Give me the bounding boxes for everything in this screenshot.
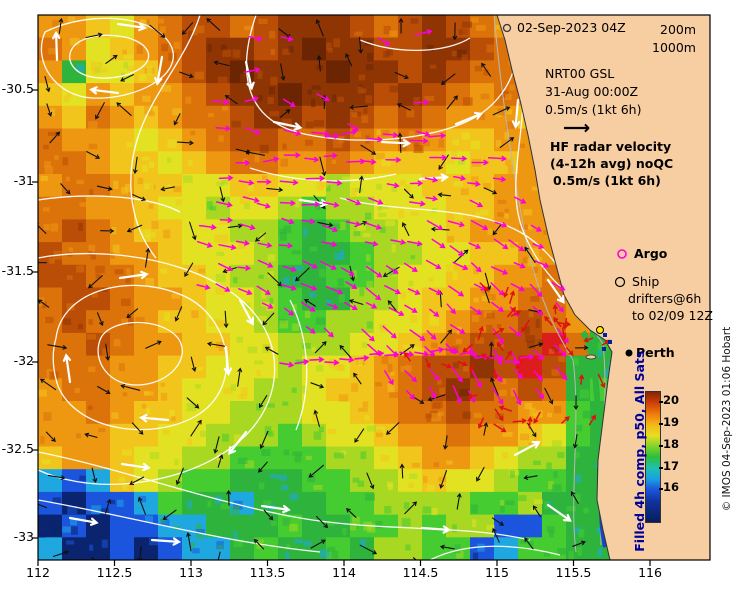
gsl-legend-name: NRT00 GSL [545,66,615,81]
ship-legend-icon [614,276,626,288]
observation-markers [502,23,633,357]
plot-content [38,15,710,560]
colorbar-tick-mark [659,445,663,447]
x-axis-tick-label: 115 [485,565,509,580]
argo-date-circle-icon [502,23,512,33]
x-axis-tick-label: 114.5 [402,565,439,580]
drifters-legend-line2: to 02/09 12Z [632,308,713,323]
drifter-arrows [404,282,611,433]
y-axis-tick-label: -33 [13,529,34,544]
plot-frame [37,14,711,561]
x-axis-tick-label: 114 [332,565,356,580]
x-axis-tick-label: 112 [26,565,50,580]
y-axis-tick-label: -32.5 [1,441,34,456]
isobath-200m-label: 200m [660,22,697,37]
hf-legend-name: HF radar velocity [550,139,672,154]
x-axis-tick-label: 116 [638,565,662,580]
perth-city-dot-icon [625,349,633,357]
mooring-marker [608,340,612,344]
y-axis-tick-label: -31.5 [1,263,34,278]
colorbar-tick-label: 18 [663,437,680,451]
rottnest-island [585,354,597,360]
colorbar-tick-mark [659,423,663,425]
x-axis-tick-label: 112.5 [96,565,133,580]
hf-legend-scale: 0.5m/s (1kt 6h) [553,173,661,188]
x-axis-tick-label: 113.5 [249,565,286,580]
colorbar-axis-label: Filled 4h comp, p50, All Sats [631,350,647,552]
perth-city-label: Perth [636,345,675,360]
colorbar-tick-label: 17 [663,459,680,473]
gsl-legend-scale: 0.5m/s (1kt 6h) [545,102,642,117]
hf-radar-arrows [196,29,569,406]
colorbar-tick-label: 20 [663,393,680,407]
mooring-marker [602,347,606,351]
isobath-1000m-label: 1000m [652,40,696,55]
argo-float-marker [596,326,604,334]
y-axis-tick-label: -32 [13,353,34,368]
obs-date-label: 02-Sep-2023 04Z [517,20,626,35]
x-axis-tick-label: 113 [179,565,203,580]
hf-legend-qc: (4-12h avg) noQC [550,156,674,171]
y-axis-tick-label: -31 [13,173,34,188]
ship-legend-label: Ship [632,274,660,289]
y-axis-tick-label: -30.5 [1,81,34,96]
hf-legend-arrow-icon: ⟶ [563,117,591,139]
copyright-label: © IMOS 04-Sep-2023 01:06 Hobart [720,326,733,512]
x-axis-tick-label: 115.5 [555,565,592,580]
colorbar-tick-mark [659,467,663,469]
argo-legend-icon [617,249,627,259]
gsl-legend-date: 31-Aug 00:00Z [545,84,639,99]
axis-ticks [32,89,651,566]
colorbar-tick-mark [659,488,663,490]
drifters-legend-line1: drifters@6h [628,291,702,306]
colorbar-tick-mark [659,401,663,403]
colorbar-tick-label: 19 [663,415,680,429]
argo-legend-label: Argo [634,246,668,261]
colorbar-gradient [645,391,661,523]
gsl-velocity-arrows [52,22,572,546]
colorbar-tick-label: 16 [663,480,680,494]
mooring-marker [603,333,607,337]
